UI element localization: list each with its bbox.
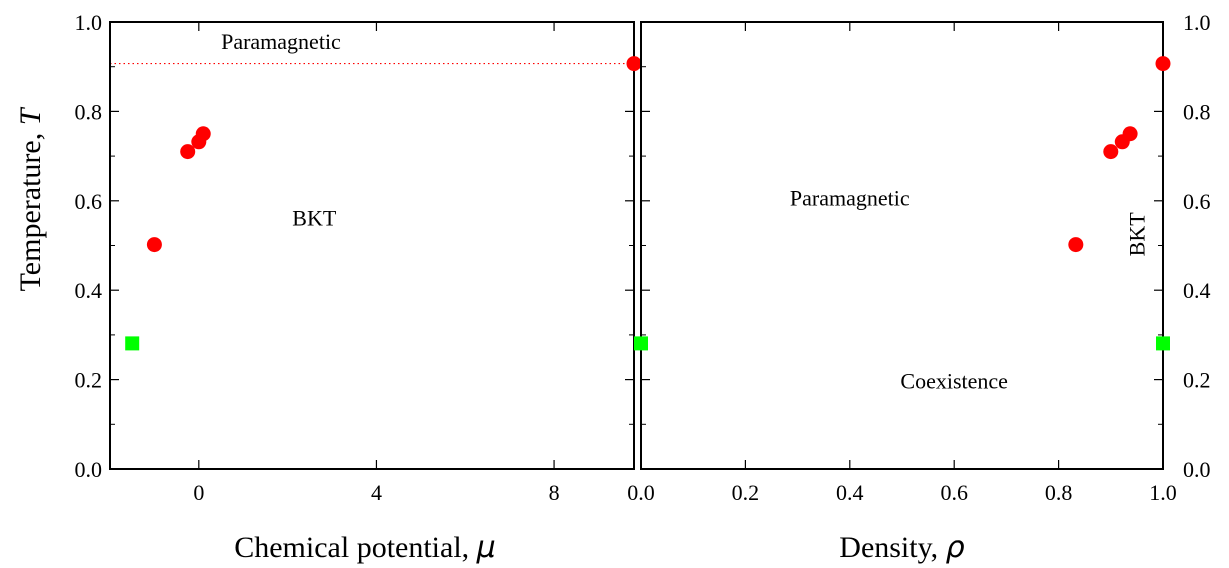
x-tick-label: 0.0: [627, 480, 655, 505]
x-axis-title-left: Chemical potential, μ: [234, 530, 496, 565]
x-axis-title-right: Density, ρ: [839, 530, 964, 565]
data-point-circle: [195, 126, 211, 142]
y-tick-label: 0.8: [1183, 99, 1211, 124]
data-point-circle: [1122, 126, 1138, 142]
x-tick-label: 0: [193, 480, 204, 505]
phase-label: Paramagnetic: [221, 29, 341, 54]
left-panel-chemical-potential: 0 4 8 0.0 0.2 0.4 0.6 0.8 1.0 Paramagnetic BKT: [75, 10, 642, 505]
y-tick-label: 0.4: [1183, 278, 1211, 303]
data-point-circle: [626, 56, 642, 72]
phase-label: Paramagnetic: [790, 185, 910, 210]
data-point-circle: [1068, 237, 1084, 253]
phase-label: Coexistence: [900, 369, 1008, 394]
y-tick-label: 0.6: [1183, 189, 1211, 214]
y-tick-label: 0.2: [75, 368, 103, 393]
x-tick-label: 0.6: [940, 480, 968, 505]
plot-frame: [640, 21, 1164, 470]
data-point-circle: [180, 144, 196, 160]
data-point-square: [634, 336, 648, 351]
plot-frame: [109, 21, 635, 470]
data-point-circle: [1103, 144, 1119, 160]
x-tick-label: 0.2: [732, 480, 760, 505]
data-point-circle: [1155, 56, 1171, 72]
data-point-circle: [146, 237, 162, 253]
y-tick-label: 0.0: [75, 457, 103, 482]
data-point-square: [125, 336, 140, 351]
x-tick-label: 0.4: [836, 480, 864, 505]
x-tick-label: 1.0: [1149, 480, 1177, 505]
y-axis-title: Temperature, T: [14, 106, 47, 291]
y-tick-label: 1.0: [75, 10, 103, 35]
right-panel-density: 0.0 0.2 0.4 0.6 0.8 1.00.00.20.40.60.81.0Para…: [627, 10, 1210, 505]
x-tick-label: 4: [371, 480, 382, 505]
y-tick-label: 0.0: [1183, 457, 1211, 482]
data-point-square: [1156, 336, 1170, 351]
y-tick-label: 1.0: [1183, 10, 1211, 35]
y-tick-label: 0.2: [1183, 368, 1211, 393]
y-tick-label: 0.8: [75, 99, 103, 124]
phase-label: BKT: [1125, 212, 1150, 257]
x-tick-label: 0.8: [1045, 480, 1073, 505]
phase-label: BKT: [292, 205, 337, 230]
y-tick-label: 0.4: [75, 278, 103, 303]
x-tick-label: 8: [549, 480, 560, 505]
y-tick-label: 0.6: [75, 189, 103, 214]
